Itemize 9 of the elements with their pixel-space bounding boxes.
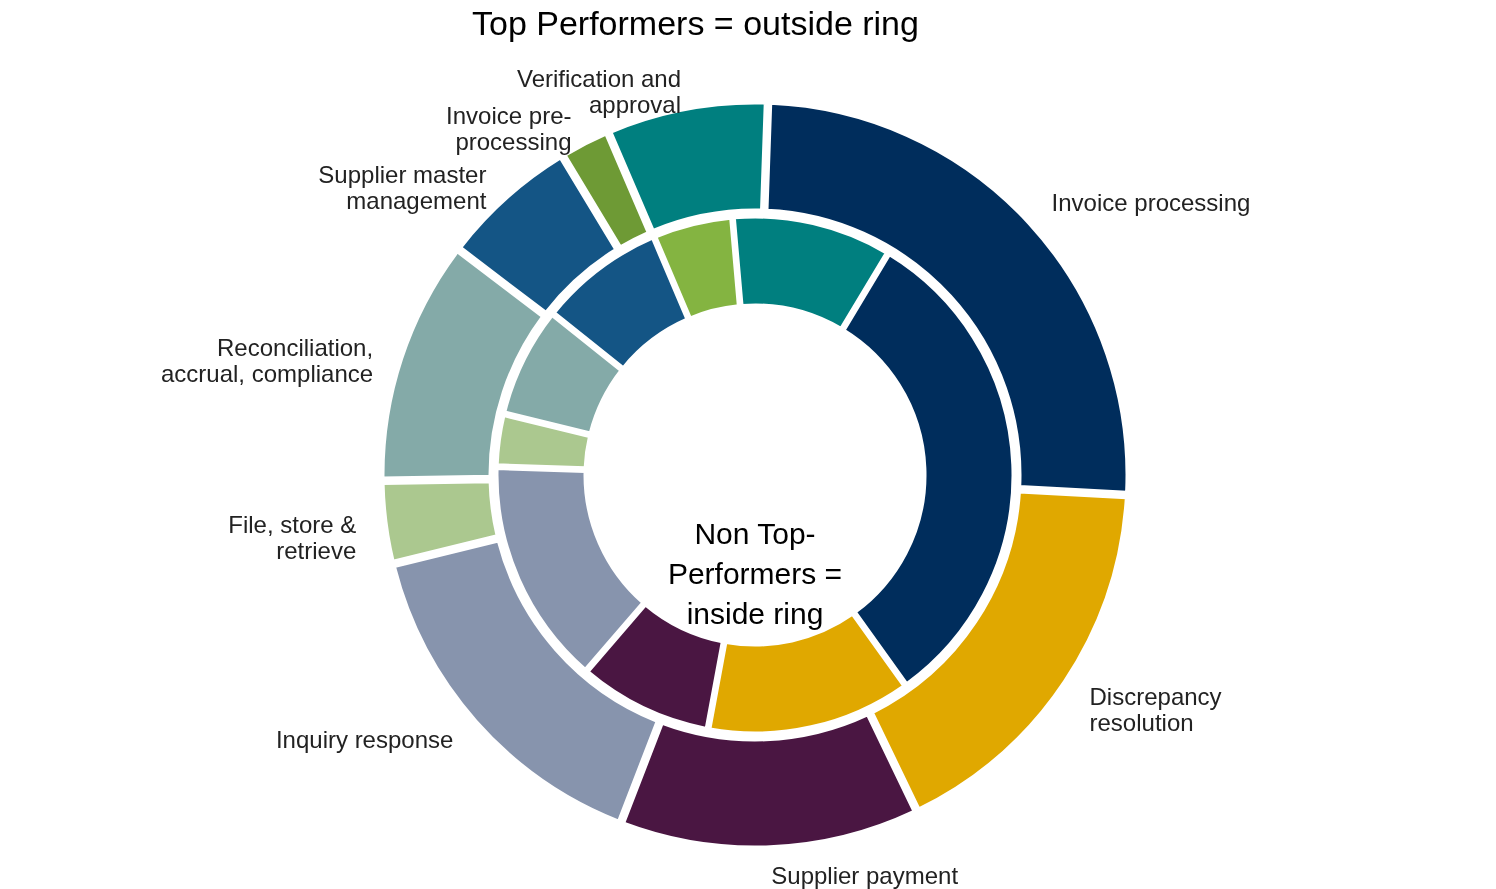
slice-label: Discrepancy resolution [1089, 682, 1222, 736]
slice-label: Supplier master management [318, 160, 487, 214]
slice-label: Supplier payment [771, 861, 959, 889]
chart-title: Top Performers = outside ring [472, 4, 919, 42]
slice-label: File, store & retrieve [228, 511, 357, 565]
slice-label: Inquiry response [275, 725, 454, 753]
text: Non Top-Performers = inside ring [667, 517, 843, 630]
slice-label: Invoice processing [1051, 188, 1251, 216]
slice-label: Reconciliation, accrual, compliance [161, 334, 374, 388]
